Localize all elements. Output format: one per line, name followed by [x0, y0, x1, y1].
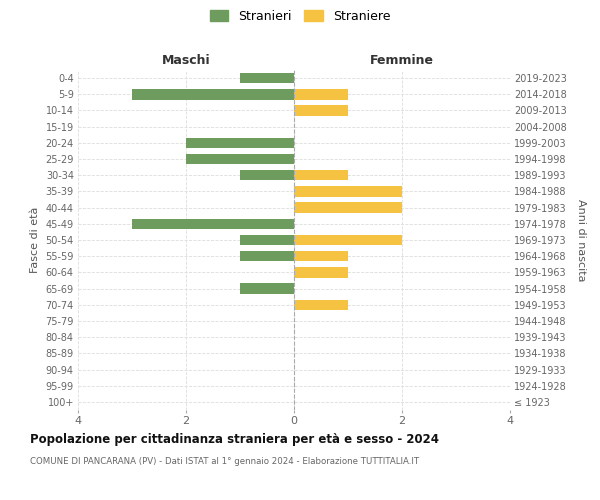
Text: Maschi: Maschi — [161, 54, 211, 67]
Bar — [186, 138, 294, 148]
Y-axis label: Fasce di età: Fasce di età — [30, 207, 40, 273]
Bar — [240, 284, 294, 294]
Bar — [294, 234, 402, 246]
Bar — [294, 300, 348, 310]
Text: Popolazione per cittadinanza straniera per età e sesso - 2024: Popolazione per cittadinanza straniera p… — [30, 432, 439, 446]
Bar — [294, 202, 402, 213]
Text: Femmine: Femmine — [370, 54, 434, 67]
Bar — [186, 154, 294, 164]
Bar — [294, 186, 402, 196]
Bar — [240, 170, 294, 180]
Bar — [294, 170, 348, 180]
Bar — [132, 89, 294, 100]
Text: COMUNE DI PANCARANA (PV) - Dati ISTAT al 1° gennaio 2024 - Elaborazione TUTTITAL: COMUNE DI PANCARANA (PV) - Dati ISTAT al… — [30, 458, 419, 466]
Bar — [240, 234, 294, 246]
Bar — [294, 251, 348, 262]
Bar — [132, 218, 294, 229]
Bar — [294, 267, 348, 278]
Legend: Stranieri, Straniere: Stranieri, Straniere — [205, 5, 395, 28]
Bar — [240, 73, 294, 84]
Bar — [240, 251, 294, 262]
Bar — [294, 89, 348, 100]
Y-axis label: Anni di nascita: Anni di nascita — [577, 198, 586, 281]
Bar — [294, 105, 348, 116]
